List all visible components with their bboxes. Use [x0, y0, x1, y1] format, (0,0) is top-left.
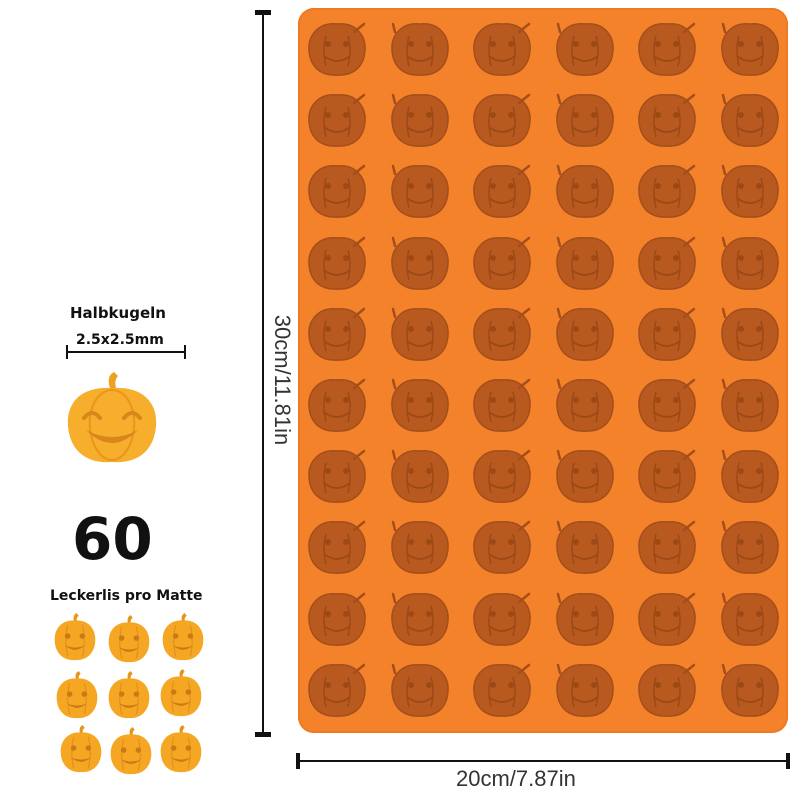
pumpkin-cavity	[390, 663, 449, 717]
pumpkin-cavity	[720, 521, 779, 575]
pumpkin-cavity	[638, 449, 696, 503]
pumpkin-cavity	[473, 307, 531, 361]
pumpkin-cavity	[308, 378, 366, 432]
pumpkin-cavity	[555, 521, 614, 575]
pumpkin-cavity	[308, 663, 366, 717]
pumpkin-cavity	[308, 521, 366, 575]
pumpkin-treat-image	[67, 372, 157, 463]
pumpkin-cavity	[308, 307, 366, 361]
size-dimension-line	[66, 351, 186, 353]
pumpkin-cavity	[638, 663, 696, 717]
pumpkin-cavity	[390, 236, 449, 290]
pumpkin-cavity	[390, 93, 449, 147]
hemisphere-label: Halbkugeln	[70, 304, 166, 322]
pumpkin-cavity	[555, 378, 614, 432]
pumpkin-cavity	[473, 378, 531, 432]
size-dimension-left-cap	[66, 345, 68, 359]
pumpkin-cavity	[390, 449, 449, 503]
pumpkin-cavity	[638, 22, 696, 76]
mini-pumpkin-image	[160, 725, 202, 773]
mini-pumpkin-image	[60, 725, 102, 773]
pumpkin-cavity	[720, 22, 779, 76]
pumpkin-cavity	[555, 307, 614, 361]
pumpkin-cavity	[555, 663, 614, 717]
pumpkin-cavity	[720, 378, 779, 432]
pumpkin-cavity	[390, 22, 449, 76]
pumpkin-cavity	[308, 236, 366, 290]
pumpkin-cavity	[473, 22, 531, 76]
pumpkin-cavity	[555, 93, 614, 147]
pumpkin-cavity	[308, 449, 366, 503]
height-dimension-bottom-cap	[255, 732, 271, 737]
pumpkin-cavity	[473, 521, 531, 575]
height-label: 30cm/11.81in	[270, 314, 295, 446]
pumpkin-cavity	[720, 592, 779, 646]
mini-pumpkin-grid	[52, 612, 208, 788]
pumpkin-cavity	[638, 521, 696, 575]
pumpkin-cavity	[473, 236, 531, 290]
pumpkin-cavity	[638, 93, 696, 147]
size-dimension: 2.5x2.5mm	[66, 332, 186, 359]
pumpkin-cavity	[555, 592, 614, 646]
pumpkin-cavity	[473, 663, 531, 717]
pumpkin-cavity	[638, 378, 696, 432]
size-dimension-right-cap	[184, 345, 186, 359]
size-label: 2.5x2.5mm	[76, 332, 164, 348]
pumpkin-cavity	[638, 307, 696, 361]
mini-pumpkin-image	[110, 727, 152, 775]
pumpkin-cavity	[473, 165, 531, 219]
treat-count-label: Leckerlis pro Matte	[50, 588, 203, 604]
pumpkin-cavity	[555, 22, 614, 76]
mini-pumpkin-image	[160, 669, 202, 717]
width-dimension-line	[298, 760, 788, 762]
silicone-mat	[298, 8, 788, 733]
pumpkin-cavity	[308, 22, 366, 76]
pumpkin-cavity	[308, 165, 366, 219]
mini-pumpkin-image	[56, 671, 98, 719]
pumpkin-cavity	[390, 378, 449, 432]
pumpkin-cavity	[308, 93, 366, 147]
pumpkin-cavity	[473, 592, 531, 646]
pumpkin-cavity	[720, 307, 779, 361]
height-dimension-line	[262, 10, 264, 736]
pumpkin-cavity	[308, 592, 366, 646]
pumpkin-cavity	[638, 165, 696, 219]
pumpkin-cavity	[555, 236, 614, 290]
mini-pumpkin-image	[54, 613, 96, 661]
pumpkin-cavity	[720, 93, 779, 147]
treat-count: 60	[72, 505, 153, 573]
pumpkin-cavity	[638, 592, 696, 646]
pumpkin-cavity	[555, 165, 614, 219]
width-label: 20cm/7.87in	[456, 766, 576, 791]
mini-pumpkin-image	[108, 671, 150, 719]
pumpkin-cavity	[720, 236, 779, 290]
pumpkin-cavity	[638, 236, 696, 290]
pumpkin-cavity	[720, 449, 779, 503]
width-dimension-right-cap	[786, 753, 790, 769]
pumpkin-cavity	[473, 449, 531, 503]
pumpkin-cavity	[720, 663, 779, 717]
pumpkin-cavity	[390, 165, 449, 219]
pumpkin-cavity	[390, 521, 449, 575]
pumpkin-cavity	[390, 307, 449, 361]
pumpkin-cavity	[720, 165, 779, 219]
pumpkin-cavity	[390, 592, 449, 646]
mini-pumpkin-image	[162, 613, 204, 661]
pumpkin-cavity	[473, 93, 531, 147]
mini-pumpkin-image	[108, 615, 150, 663]
pumpkin-cavity	[555, 449, 614, 503]
